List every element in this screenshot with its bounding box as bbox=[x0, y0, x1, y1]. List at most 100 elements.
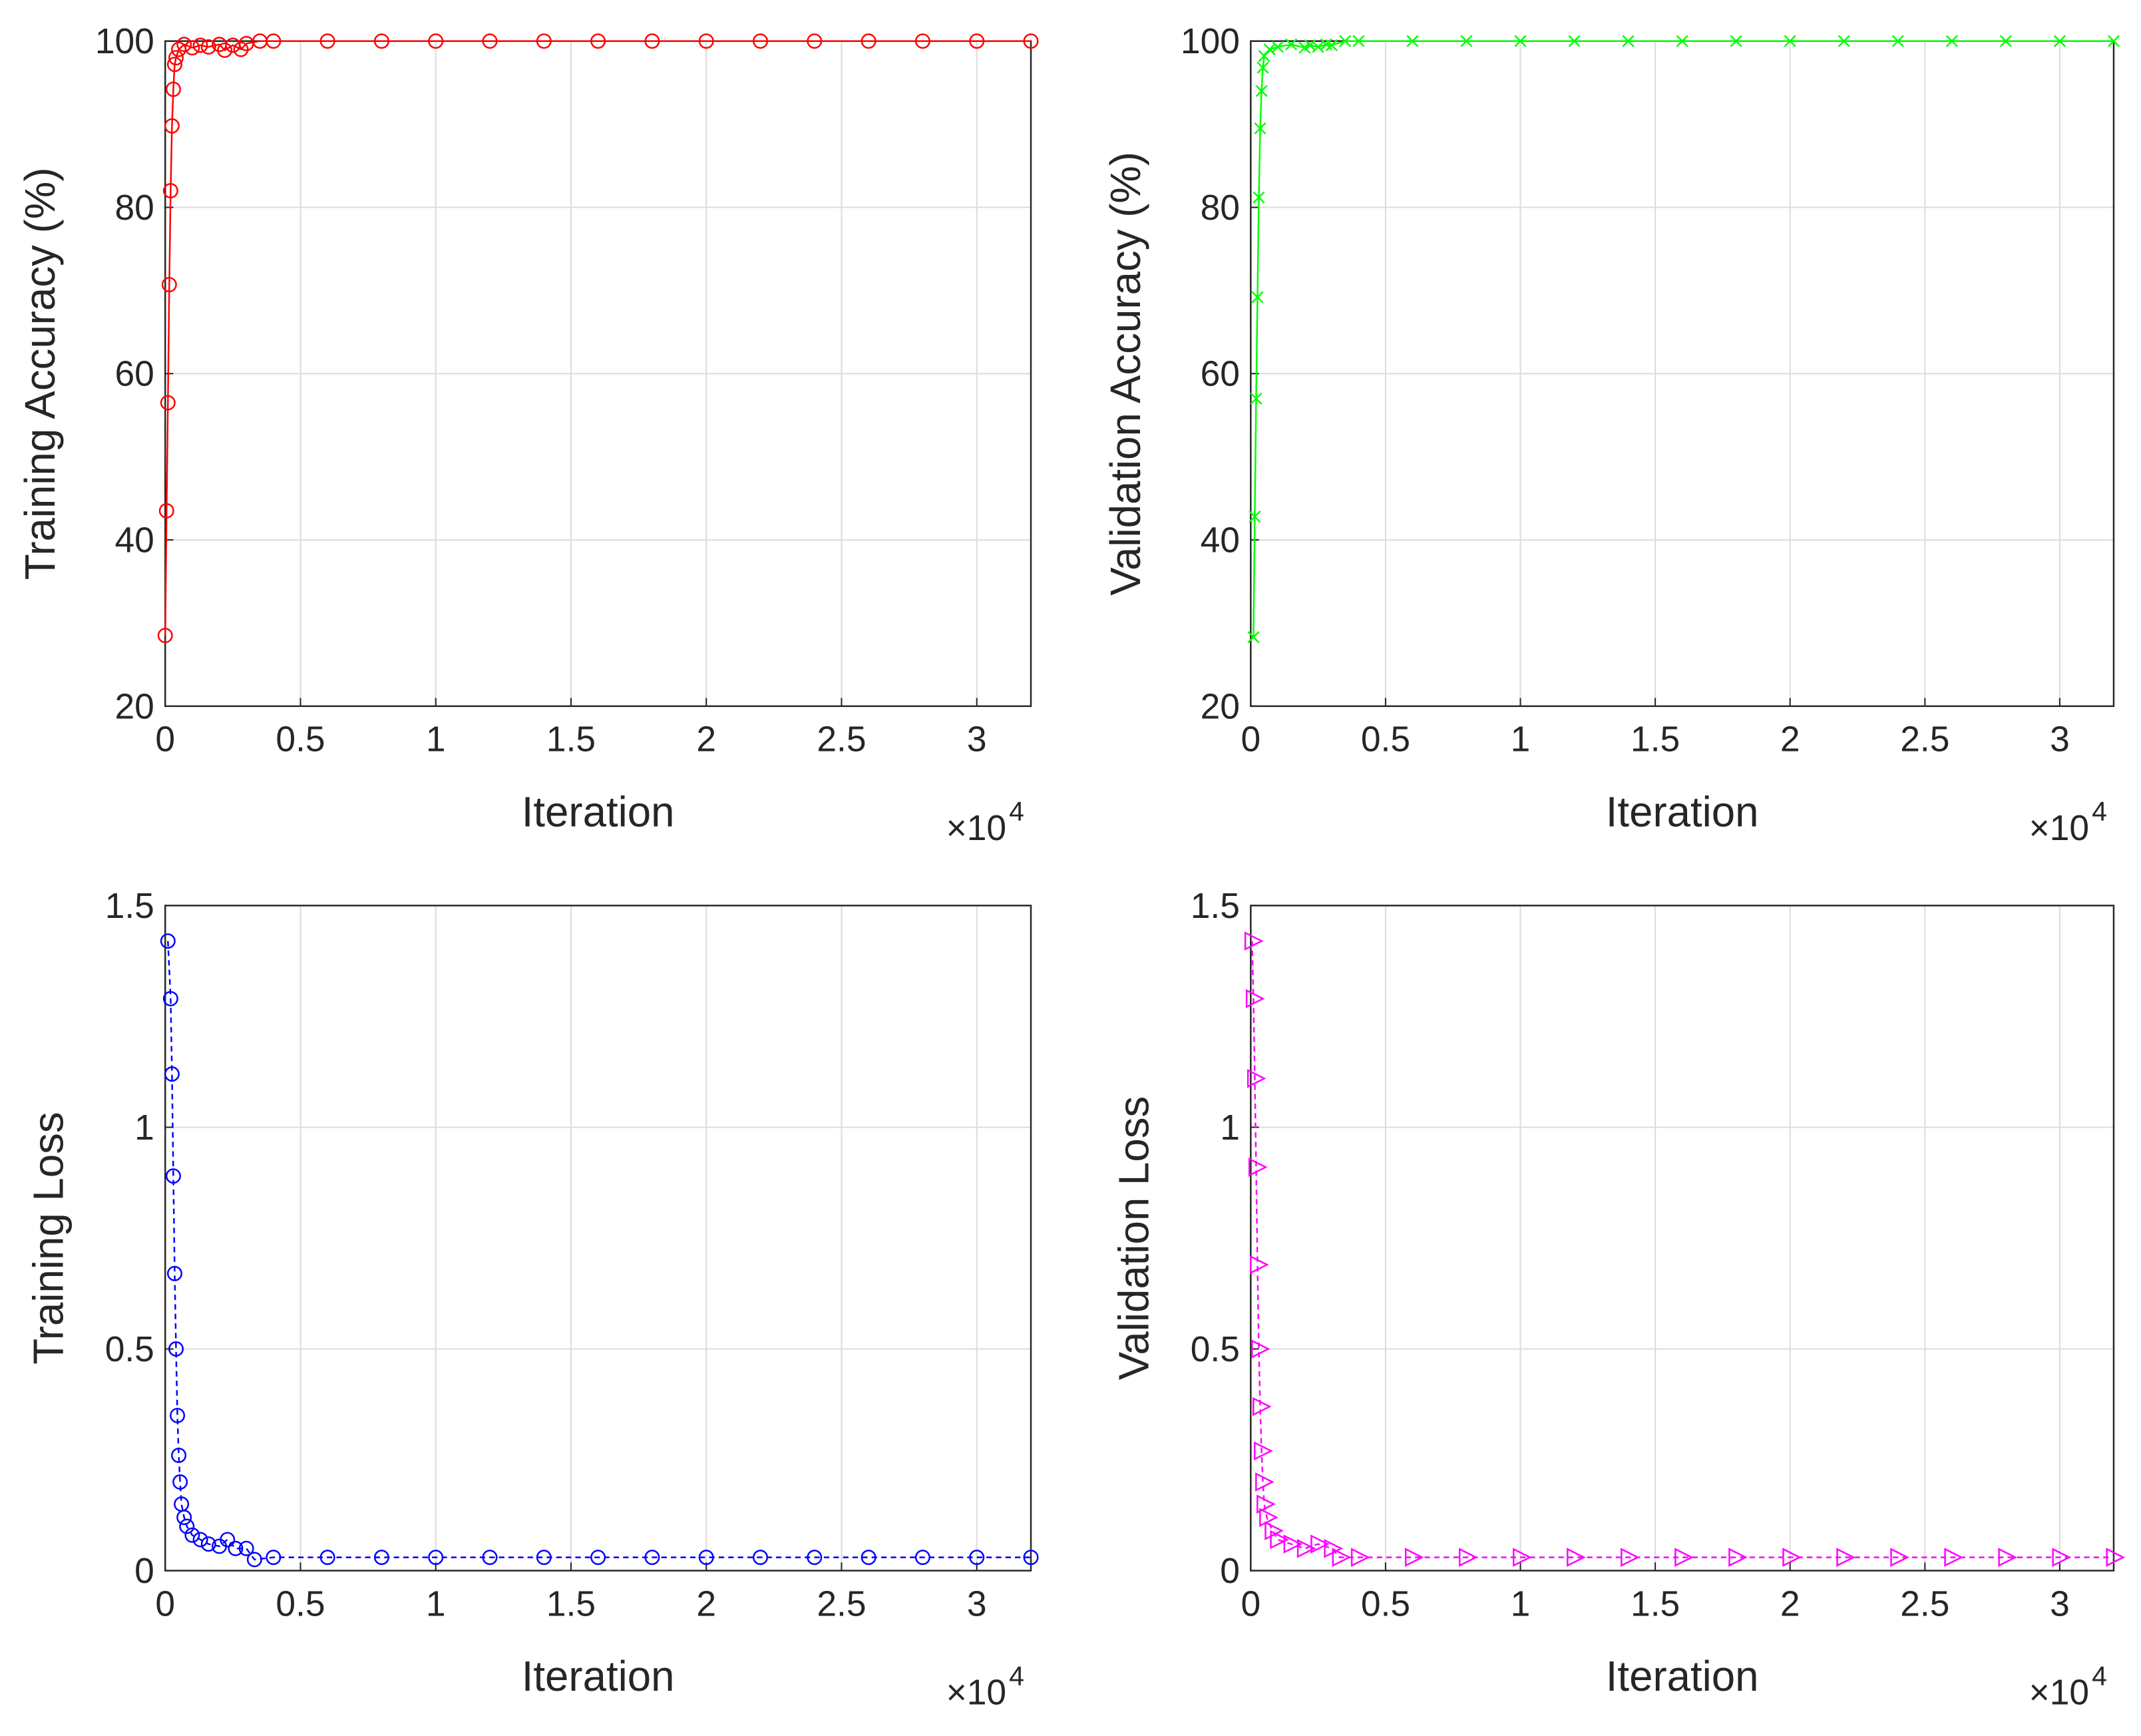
marker bbox=[1258, 50, 1270, 63]
marker bbox=[1251, 1339, 1270, 1359]
marker bbox=[1838, 35, 1850, 47]
marker bbox=[1247, 1068, 1266, 1088]
marker bbox=[1406, 35, 1419, 47]
x-multiplier: ×10 bbox=[946, 1673, 1006, 1713]
marker bbox=[1259, 1508, 1278, 1527]
marker bbox=[1513, 1548, 1532, 1567]
marker bbox=[1568, 35, 1581, 47]
marker bbox=[1352, 35, 1365, 47]
marker bbox=[233, 41, 249, 57]
x-tick-label: 2 bbox=[1780, 720, 1800, 760]
marker bbox=[861, 1550, 876, 1566]
y-tick-label: 1.5 bbox=[105, 887, 154, 926]
x-tick-label: 1.5 bbox=[546, 1584, 596, 1624]
marker bbox=[170, 1407, 186, 1423]
marker bbox=[428, 33, 444, 49]
marker bbox=[914, 1550, 930, 1566]
marker bbox=[164, 1066, 180, 1082]
y-tick-label: 0 bbox=[134, 1552, 154, 1591]
marker bbox=[914, 33, 930, 49]
marker bbox=[1253, 1397, 1272, 1416]
marker bbox=[1460, 35, 1473, 47]
marker bbox=[1339, 35, 1352, 47]
x-tick-label: 2.5 bbox=[1900, 720, 1949, 760]
marker bbox=[969, 1550, 985, 1566]
marker bbox=[319, 1550, 335, 1566]
marker bbox=[179, 1518, 195, 1534]
x-tick-label: 0 bbox=[1241, 1584, 1261, 1624]
marker bbox=[1285, 38, 1298, 51]
x-multiplier: ×10 bbox=[2029, 809, 2089, 848]
x-tick-label: 2 bbox=[696, 1584, 716, 1624]
marker bbox=[1265, 1521, 1284, 1540]
marker bbox=[1945, 35, 1958, 47]
marker bbox=[200, 39, 216, 55]
series-line bbox=[1251, 941, 2114, 1558]
marker bbox=[1621, 1548, 1640, 1567]
marker bbox=[166, 57, 182, 73]
marker bbox=[246, 1552, 262, 1568]
marker bbox=[644, 33, 660, 49]
series bbox=[1244, 931, 2126, 1567]
marker bbox=[1332, 1548, 1352, 1567]
marker bbox=[220, 1532, 236, 1548]
marker bbox=[200, 1536, 216, 1552]
x-tick-label: 0.5 bbox=[1361, 1584, 1410, 1624]
marker bbox=[165, 81, 181, 97]
marker bbox=[266, 1550, 282, 1566]
marker bbox=[165, 1168, 181, 1184]
y-tick-label: 40 bbox=[115, 521, 154, 560]
y-tick-label: 0.5 bbox=[1191, 1330, 1240, 1369]
marker bbox=[164, 118, 180, 134]
marker bbox=[698, 1550, 714, 1566]
x-axis-label: Iteration bbox=[1606, 788, 1759, 835]
marker bbox=[1674, 1548, 1694, 1567]
marker bbox=[176, 1510, 192, 1526]
marker bbox=[1255, 1472, 1274, 1492]
marker bbox=[1998, 1548, 2018, 1567]
x-tick-label: 3 bbox=[2050, 1584, 2070, 1624]
marker bbox=[807, 1550, 823, 1566]
marker bbox=[158, 503, 174, 519]
marker bbox=[168, 50, 184, 66]
y-axis-label: Training Accuracy (%) bbox=[17, 167, 64, 580]
marker bbox=[1244, 931, 1264, 951]
marker bbox=[184, 40, 200, 56]
marker bbox=[590, 1550, 606, 1566]
marker bbox=[238, 1540, 254, 1556]
y-tick-label: 1 bbox=[1220, 1108, 1240, 1148]
marker bbox=[1271, 41, 1284, 53]
marker bbox=[861, 33, 876, 49]
marker bbox=[482, 33, 498, 49]
marker bbox=[1245, 989, 1265, 1008]
marker bbox=[1249, 511, 1261, 523]
marker bbox=[1458, 1548, 1478, 1567]
marker bbox=[1325, 39, 1338, 52]
marker bbox=[1257, 1494, 1276, 1514]
marker bbox=[1023, 33, 1039, 49]
y-tick-label: 20 bbox=[1201, 687, 1240, 726]
marker bbox=[161, 277, 177, 293]
x-tick-label: 0 bbox=[1241, 720, 1261, 760]
x-tick-label: 0.5 bbox=[276, 720, 325, 760]
marker bbox=[1296, 1538, 1316, 1558]
series bbox=[1247, 35, 2120, 644]
series bbox=[157, 33, 1039, 644]
x-tick-label: 2.5 bbox=[817, 1584, 866, 1624]
marker bbox=[1404, 1548, 1424, 1567]
marker bbox=[2106, 1548, 2126, 1567]
y-axis-label: Validation Accuracy (%) bbox=[1102, 152, 1149, 596]
x-tick-label: 2 bbox=[696, 720, 716, 760]
marker bbox=[1254, 1441, 1273, 1461]
x-axis-label: Iteration bbox=[1606, 1653, 1759, 1700]
marker bbox=[1999, 35, 2012, 47]
y-tick-label: 80 bbox=[1201, 188, 1240, 228]
marker bbox=[2107, 35, 2120, 47]
marker bbox=[1270, 1530, 1289, 1550]
x-tick-label: 3 bbox=[967, 720, 987, 760]
y-tick-label: 60 bbox=[1201, 355, 1240, 394]
axes-frame bbox=[164, 905, 1032, 1572]
marker bbox=[1263, 43, 1276, 56]
marker bbox=[1514, 35, 1527, 47]
marker bbox=[1248, 1158, 1268, 1177]
